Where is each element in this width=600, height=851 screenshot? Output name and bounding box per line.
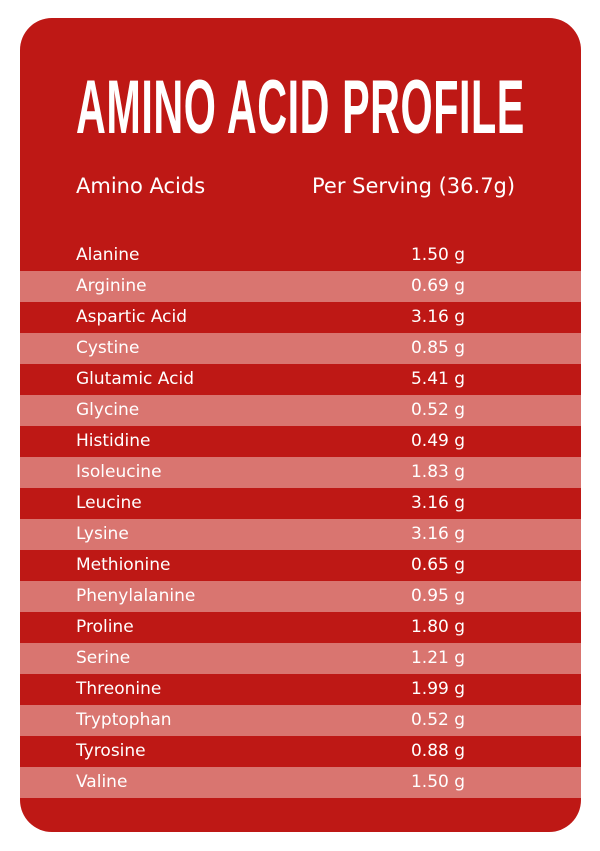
- table-row: Glutamic Acid 5.41 g: [20, 364, 581, 395]
- table-row: Leucine 3.16 g: [20, 488, 581, 519]
- amino-acid-name: Serine: [76, 648, 131, 668]
- amino-acid-amount: 1.80 g: [410, 617, 466, 637]
- amino-acid-name: Tyrosine: [76, 741, 146, 761]
- amino-acid-name: Lysine: [76, 524, 129, 544]
- amino-acid-amount: 1.21 g: [410, 648, 466, 668]
- amino-acid-name: Cystine: [76, 338, 140, 358]
- amino-acid-name: Alanine: [76, 245, 140, 265]
- amino-acid-name: Phenylalanine: [76, 586, 196, 606]
- table-row: Phenylalanine 0.95 g: [20, 581, 581, 612]
- amino-acid-name: Valine: [76, 772, 128, 792]
- amino-acid-amount: 0.85 g: [410, 338, 466, 358]
- amino-acid-amount: 0.52 g: [410, 710, 466, 730]
- table-row: Tyrosine 0.88 g: [20, 736, 581, 767]
- amino-acid-name: Glutamic Acid: [76, 369, 194, 389]
- amino-acid-name: Tryptophan: [76, 710, 172, 730]
- amino-acid-amount: 1.99 g: [410, 679, 466, 699]
- table-row: Lysine 3.16 g: [20, 519, 581, 550]
- amino-acid-amount: 0.69 g: [410, 276, 466, 296]
- amino-acid-name: Methionine: [76, 555, 171, 575]
- table-row: Isoleucine 1.83 g: [20, 457, 581, 488]
- amino-acid-amount: 0.88 g: [410, 741, 466, 761]
- amino-acid-name: Aspartic Acid: [76, 307, 188, 327]
- amino-acid-amount: 0.49 g: [410, 431, 466, 451]
- amino-acid-name: Arginine: [76, 276, 147, 296]
- table-row: Cystine 0.85 g: [20, 333, 581, 364]
- amino-acid-name: Proline: [76, 617, 134, 637]
- column-header-per-serving: Per Serving (36.7g): [312, 174, 516, 198]
- amino-acid-amount: 1.83 g: [410, 462, 466, 482]
- table-row: Arginine 0.69 g: [20, 271, 581, 302]
- amino-acid-amount: 1.50 g: [410, 245, 466, 265]
- table-row: Alanine 1.50 g: [20, 240, 581, 271]
- amino-acid-name: Glycine: [76, 400, 140, 420]
- amino-acid-amount: 3.16 g: [410, 524, 466, 544]
- amino-acid-amount: 0.65 g: [410, 555, 466, 575]
- column-header-amino-acids: Amino Acids: [76, 174, 206, 198]
- amino-acid-amount: 3.16 g: [410, 493, 466, 513]
- amino-acid-amount: 0.52 g: [410, 400, 466, 420]
- table-row: Threonine 1.99 g: [20, 674, 581, 705]
- table-row: Serine 1.21 g: [20, 643, 581, 674]
- amino-acid-amount: 0.95 g: [410, 586, 466, 606]
- table-row: Valine 1.50 g: [20, 767, 581, 798]
- table-row: Tryptophan 0.52 g: [20, 705, 581, 736]
- amino-acid-amount: 3.16 g: [410, 307, 466, 327]
- amino-acid-name: Threonine: [76, 679, 162, 699]
- amino-acid-card: AMINO ACID PROFILE Amino Acids Per Servi…: [20, 18, 581, 832]
- amino-acid-table: Alanine 1.50 g Arginine 0.69 g Aspartic Acid…: [20, 240, 581, 798]
- table-row: Histidine 0.49 g: [20, 426, 581, 457]
- table-row: Glycine 0.52 g: [20, 395, 581, 426]
- amino-acid-name: Isoleucine: [76, 462, 162, 482]
- page-title: AMINO ACID PROFILE: [76, 65, 525, 150]
- table-row: Methionine 0.65 g: [20, 550, 581, 581]
- amino-acid-name: Histidine: [76, 431, 151, 451]
- amino-acid-amount: 5.41 g: [410, 369, 466, 389]
- amino-acid-name: Leucine: [76, 493, 142, 513]
- table-row: Proline 1.80 g: [20, 612, 581, 643]
- table-row: Aspartic Acid 3.16 g: [20, 302, 581, 333]
- amino-acid-amount: 1.50 g: [410, 772, 466, 792]
